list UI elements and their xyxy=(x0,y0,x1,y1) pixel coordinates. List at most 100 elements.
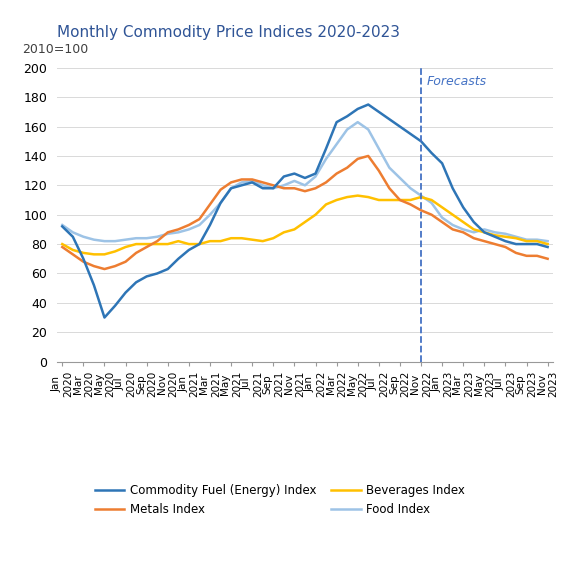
Beverages Index xyxy=(238,235,245,242)
Beverages Index xyxy=(80,250,87,257)
Food Index xyxy=(259,182,266,189)
Metals Index xyxy=(397,197,404,203)
Food Index xyxy=(344,126,351,133)
Metals Index xyxy=(291,185,298,192)
Metals Index xyxy=(365,153,372,159)
Beverages Index xyxy=(407,197,414,203)
Metals Index xyxy=(112,263,119,270)
Line: Metals Index: Metals Index xyxy=(62,156,548,269)
Food Index xyxy=(280,182,287,189)
Commodity Fuel (Energy) Index xyxy=(470,219,477,225)
Metals Index xyxy=(544,255,551,262)
Commodity Fuel (Energy) Index xyxy=(291,170,298,177)
Food Index xyxy=(449,221,456,228)
Food Index xyxy=(502,231,509,237)
Text: 2010=100: 2010=100 xyxy=(22,43,88,56)
Commodity Fuel (Energy) Index xyxy=(196,241,203,247)
Commodity Fuel (Energy) Index xyxy=(280,173,287,180)
Commodity Fuel (Energy) Index xyxy=(164,266,171,272)
Metals Index xyxy=(80,258,87,265)
Beverages Index xyxy=(291,226,298,233)
Commodity Fuel (Energy) Index xyxy=(418,138,425,145)
Food Index xyxy=(80,233,87,240)
Metals Index xyxy=(302,188,308,194)
Food Index xyxy=(206,211,213,218)
Food Index xyxy=(59,221,66,228)
Commodity Fuel (Energy) Index xyxy=(217,199,224,206)
Food Index xyxy=(407,185,414,192)
Beverages Index xyxy=(365,194,372,201)
Commodity Fuel (Energy) Index xyxy=(481,229,488,236)
Food Index xyxy=(512,233,519,240)
Metals Index xyxy=(101,266,108,272)
Commodity Fuel (Energy) Index xyxy=(312,170,319,177)
Food Index xyxy=(154,233,161,240)
Food Index xyxy=(227,185,234,192)
Commodity Fuel (Energy) Index xyxy=(91,282,97,289)
Beverages Index xyxy=(143,241,150,247)
Commodity Fuel (Energy) Index xyxy=(175,255,182,262)
Food Index xyxy=(544,238,551,245)
Beverages Index xyxy=(154,241,161,247)
Commodity Fuel (Energy) Index xyxy=(259,185,266,192)
Commodity Fuel (Energy) Index xyxy=(122,289,129,296)
Beverages Index xyxy=(249,236,255,243)
Metals Index xyxy=(523,253,530,259)
Beverages Index xyxy=(185,241,192,247)
Food Index xyxy=(376,145,382,152)
Commodity Fuel (Energy) Index xyxy=(133,279,140,286)
Metals Index xyxy=(470,235,477,242)
Food Index xyxy=(523,236,530,243)
Commodity Fuel (Energy) Index xyxy=(238,182,245,189)
Line: Food Index: Food Index xyxy=(62,122,548,241)
Food Index xyxy=(112,238,119,245)
Metals Index xyxy=(333,170,340,177)
Food Index xyxy=(249,177,255,184)
Commodity Fuel (Energy) Index xyxy=(323,145,329,152)
Line: Beverages Index: Beverages Index xyxy=(62,195,548,254)
Food Index xyxy=(143,235,150,242)
Metals Index xyxy=(355,155,361,162)
Beverages Index xyxy=(502,233,509,240)
Commodity Fuel (Energy) Index xyxy=(397,123,404,130)
Commodity Fuel (Energy) Index xyxy=(302,175,308,181)
Commodity Fuel (Energy) Index xyxy=(355,106,361,112)
Beverages Index xyxy=(376,197,382,203)
Beverages Index xyxy=(227,235,234,242)
Commodity Fuel (Energy) Index xyxy=(333,119,340,125)
Commodity Fuel (Energy) Index xyxy=(502,238,509,245)
Metals Index xyxy=(143,244,150,250)
Commodity Fuel (Energy) Index xyxy=(185,246,192,253)
Food Index xyxy=(291,177,298,184)
Metals Index xyxy=(460,229,467,236)
Food Index xyxy=(101,238,108,245)
Food Index xyxy=(397,175,404,181)
Metals Index xyxy=(491,241,498,247)
Food Index xyxy=(312,173,319,180)
Metals Index xyxy=(154,238,161,245)
Beverages Index xyxy=(91,251,97,258)
Food Index xyxy=(460,226,467,233)
Commodity Fuel (Energy) Index xyxy=(59,223,66,230)
Metals Index xyxy=(386,185,393,192)
Food Index xyxy=(491,229,498,236)
Beverages Index xyxy=(449,211,456,218)
Legend: Commodity Fuel (Energy) Index, Metals Index, Beverages Index, Food Index: Commodity Fuel (Energy) Index, Metals In… xyxy=(90,479,470,520)
Beverages Index xyxy=(280,229,287,236)
Food Index xyxy=(428,199,435,206)
Beverages Index xyxy=(270,235,276,242)
Beverages Index xyxy=(523,238,530,245)
Beverages Index xyxy=(470,226,477,233)
Metals Index xyxy=(323,179,329,186)
Food Index xyxy=(122,236,129,243)
Beverages Index xyxy=(164,241,171,247)
Metals Index xyxy=(449,226,456,233)
Metals Index xyxy=(439,219,446,225)
Beverages Index xyxy=(59,241,66,247)
Beverages Index xyxy=(101,251,108,258)
Food Index xyxy=(270,185,276,192)
Beverages Index xyxy=(175,238,182,245)
Commodity Fuel (Energy) Index xyxy=(154,270,161,277)
Text: Monthly Commodity Price Indices 2020-2023: Monthly Commodity Price Indices 2020-202… xyxy=(57,25,400,40)
Metals Index xyxy=(122,258,129,265)
